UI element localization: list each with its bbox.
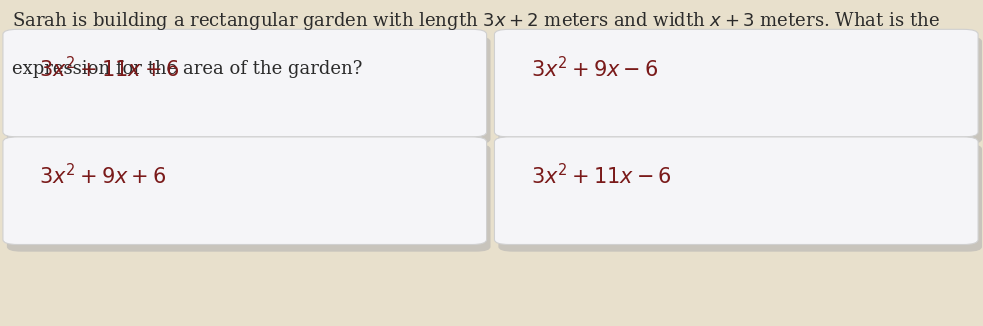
Text: $3x^2 + 11x + 6$: $3x^2 + 11x + 6$ bbox=[39, 56, 180, 81]
FancyBboxPatch shape bbox=[7, 144, 491, 252]
FancyBboxPatch shape bbox=[3, 29, 487, 137]
FancyBboxPatch shape bbox=[498, 144, 982, 252]
Text: Sarah is building a rectangular garden with length $3x + 2$ meters and width $x : Sarah is building a rectangular garden w… bbox=[12, 10, 940, 32]
FancyBboxPatch shape bbox=[7, 37, 491, 144]
FancyBboxPatch shape bbox=[3, 137, 487, 244]
FancyBboxPatch shape bbox=[498, 37, 982, 144]
Text: expression for the area of the garden?: expression for the area of the garden? bbox=[12, 60, 362, 78]
FancyBboxPatch shape bbox=[494, 137, 978, 244]
FancyBboxPatch shape bbox=[494, 29, 978, 137]
Text: $3x^2 + 11x - 6$: $3x^2 + 11x - 6$ bbox=[531, 163, 671, 188]
Text: $3x^2 + 9x - 6$: $3x^2 + 9x - 6$ bbox=[531, 56, 659, 81]
Text: $3x^2 + 9x + 6$: $3x^2 + 9x + 6$ bbox=[39, 163, 167, 188]
